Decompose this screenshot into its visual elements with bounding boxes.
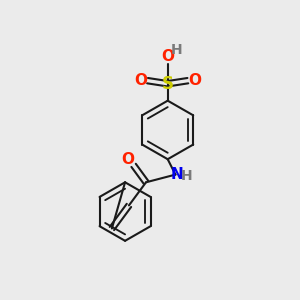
Text: O: O xyxy=(161,49,174,64)
Text: H: H xyxy=(181,169,192,183)
Text: S: S xyxy=(162,75,174,93)
Text: O: O xyxy=(121,152,134,167)
Text: H: H xyxy=(170,43,182,57)
Text: O: O xyxy=(134,73,147,88)
Text: N: N xyxy=(171,167,183,182)
Text: O: O xyxy=(188,73,201,88)
